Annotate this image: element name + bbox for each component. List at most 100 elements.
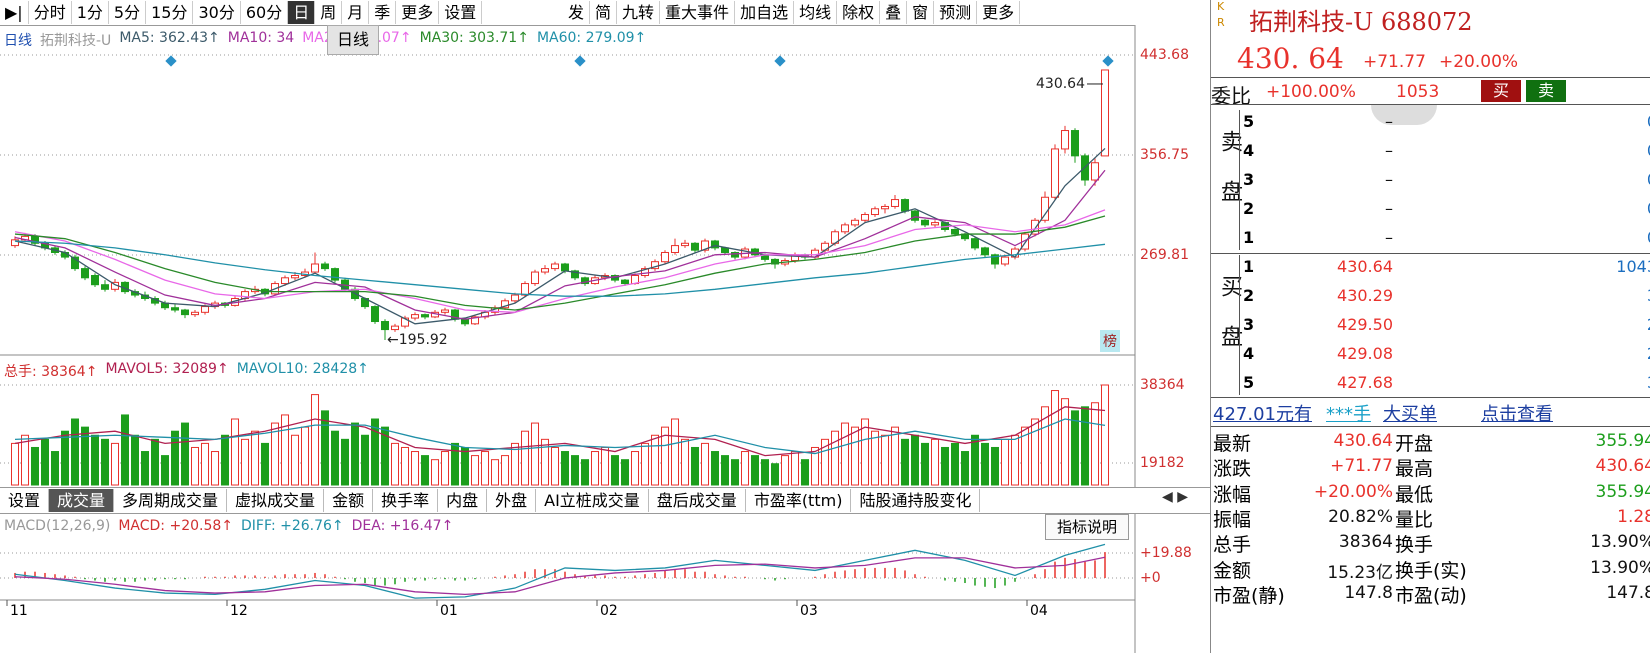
- tool-button[interactable]: 叠: [880, 1, 908, 24]
- tab[interactable]: 外盘: [487, 489, 537, 512]
- candle-body: [381, 321, 389, 331]
- tab[interactable]: 虚拟成交量: [227, 489, 325, 512]
- candle-body: [311, 263, 319, 273]
- tab[interactable]: 换手率: [373, 489, 439, 512]
- stat-value: 355.94: [1595, 431, 1650, 451]
- candle-body: [851, 219, 859, 226]
- volume-bar: [391, 442, 399, 486]
- legend-entry: MAVOL5: 32089↑: [105, 361, 229, 377]
- tab[interactable]: 市盈率(ttm): [746, 489, 852, 512]
- tab[interactable]: AI立桩成交量: [536, 489, 649, 512]
- stat-value: 355.94: [1595, 481, 1650, 502]
- volume-bar: [131, 434, 139, 486]
- candle-body: [461, 318, 469, 325]
- volume-bar: [541, 438, 549, 486]
- candle-body: [1051, 148, 1059, 198]
- period-button[interactable]: 分时: [29, 1, 72, 24]
- period-button[interactable]: 季: [369, 1, 397, 24]
- volume-bar: [311, 394, 319, 486]
- tool-button[interactable]: 加自选: [735, 1, 795, 24]
- candle-body: [951, 228, 959, 235]
- period-button[interactable]: 5分: [109, 1, 147, 24]
- volume-bar: [511, 442, 519, 486]
- big-order[interactable]: 点击查看: [1481, 404, 1553, 425]
- volume-bar: [651, 434, 659, 486]
- tab[interactable]: 盘后成交量: [649, 489, 746, 512]
- volume-bar: [431, 459, 439, 486]
- period-button[interactable]: 15分: [146, 1, 194, 24]
- indicator-help-button[interactable]: 指标说明: [1045, 514, 1129, 540]
- stat-label: 最低: [1395, 483, 1434, 506]
- period-button[interactable]: 月: [342, 1, 370, 24]
- candle-body: [581, 277, 589, 285]
- tab[interactable]: 金额: [324, 489, 374, 512]
- tab[interactable]: 陆股通持股变化: [851, 489, 981, 512]
- volume-bar: [261, 442, 269, 486]
- weibi: +100.00%: [1266, 82, 1356, 102]
- candle-body: [281, 277, 289, 285]
- tool-button[interactable]: 发: [563, 1, 591, 24]
- tool-button[interactable]: 九转: [617, 1, 661, 24]
- stat-label: 量比: [1395, 508, 1434, 531]
- y-tick-label: 38364: [1140, 377, 1185, 393]
- buy-button[interactable]: 买: [1481, 80, 1521, 102]
- period-button[interactable]: 日: [288, 1, 316, 24]
- x-tick-label: 02: [600, 603, 618, 619]
- tool-button[interactable]: 重大事件: [660, 1, 736, 24]
- collapse-chevron[interactable]: [1371, 105, 1437, 125]
- tool-button[interactable]: 预测: [934, 1, 978, 24]
- tool-button[interactable]: 简: [590, 1, 618, 24]
- volume-bar: [741, 451, 749, 486]
- candle-body: [671, 245, 679, 253]
- tool-button[interactable]: 除权: [837, 1, 881, 24]
- candle-body: [561, 263, 569, 272]
- candle-body: [551, 263, 559, 270]
- volume-bar: [241, 438, 249, 486]
- period-button[interactable]: 1分: [72, 1, 109, 24]
- order-volume: 2: [1647, 315, 1650, 334]
- volume-bar: [951, 442, 959, 486]
- period-button[interactable]: 30分: [193, 1, 241, 24]
- order-volume: 3: [1647, 373, 1650, 392]
- volume-bar: [981, 442, 989, 486]
- candle-body: [541, 268, 549, 273]
- tab[interactable]: 成交量: [49, 489, 115, 512]
- volume-bar: [231, 418, 239, 486]
- tab[interactable]: 设置: [0, 489, 50, 512]
- order-volume: 0: [1647, 170, 1650, 189]
- x-tick-label: 11: [10, 603, 28, 619]
- big-order: 大买单: [1383, 404, 1437, 425]
- x-tick-label: 04: [1030, 603, 1048, 619]
- candle-body: [771, 258, 779, 265]
- toolbar-icon[interactable]: ▶|: [0, 1, 29, 24]
- tab[interactable]: 多周期成交量: [114, 489, 228, 512]
- legend-entry: 总手: 38364↑: [4, 364, 98, 380]
- tab-nav[interactable]: ◀ ▶: [1162, 489, 1188, 505]
- candle-body: [331, 268, 339, 281]
- period-button[interactable]: 设置: [439, 1, 483, 24]
- period-button[interactable]: 更多: [396, 1, 440, 24]
- period-button[interactable]: 周: [315, 1, 343, 24]
- tab[interactable]: 内盘: [438, 489, 488, 512]
- volume-bar: [611, 455, 619, 486]
- candle-body: [1031, 219, 1039, 235]
- volume-bar: [281, 414, 289, 486]
- candle-body: [911, 210, 919, 221]
- tool-button[interactable]: 更多: [977, 1, 1021, 24]
- volume-bar: [441, 451, 449, 486]
- period-button[interactable]: 60分: [241, 1, 289, 24]
- tool-button[interactable]: 均线: [794, 1, 838, 24]
- order-price: –: [1385, 199, 1393, 218]
- candle-body: [441, 309, 449, 313]
- volume-bar: [161, 455, 169, 486]
- order-price: 430.29: [1337, 286, 1393, 305]
- indicator-line: [14, 406, 1106, 457]
- sell-button[interactable]: 卖: [1526, 80, 1566, 102]
- order-volume: 3: [1647, 286, 1650, 305]
- level: 3: [1243, 315, 1255, 334]
- indicator-line: [14, 418, 1106, 455]
- y-tick-label: 443.68: [1140, 47, 1189, 63]
- tool-button[interactable]: 窗: [907, 1, 935, 24]
- event-markers: [165, 55, 1114, 67]
- toolbar-right: 发简九转 重大事件 加自选 均线 除权叠窗预测 更多: [563, 0, 1021, 25]
